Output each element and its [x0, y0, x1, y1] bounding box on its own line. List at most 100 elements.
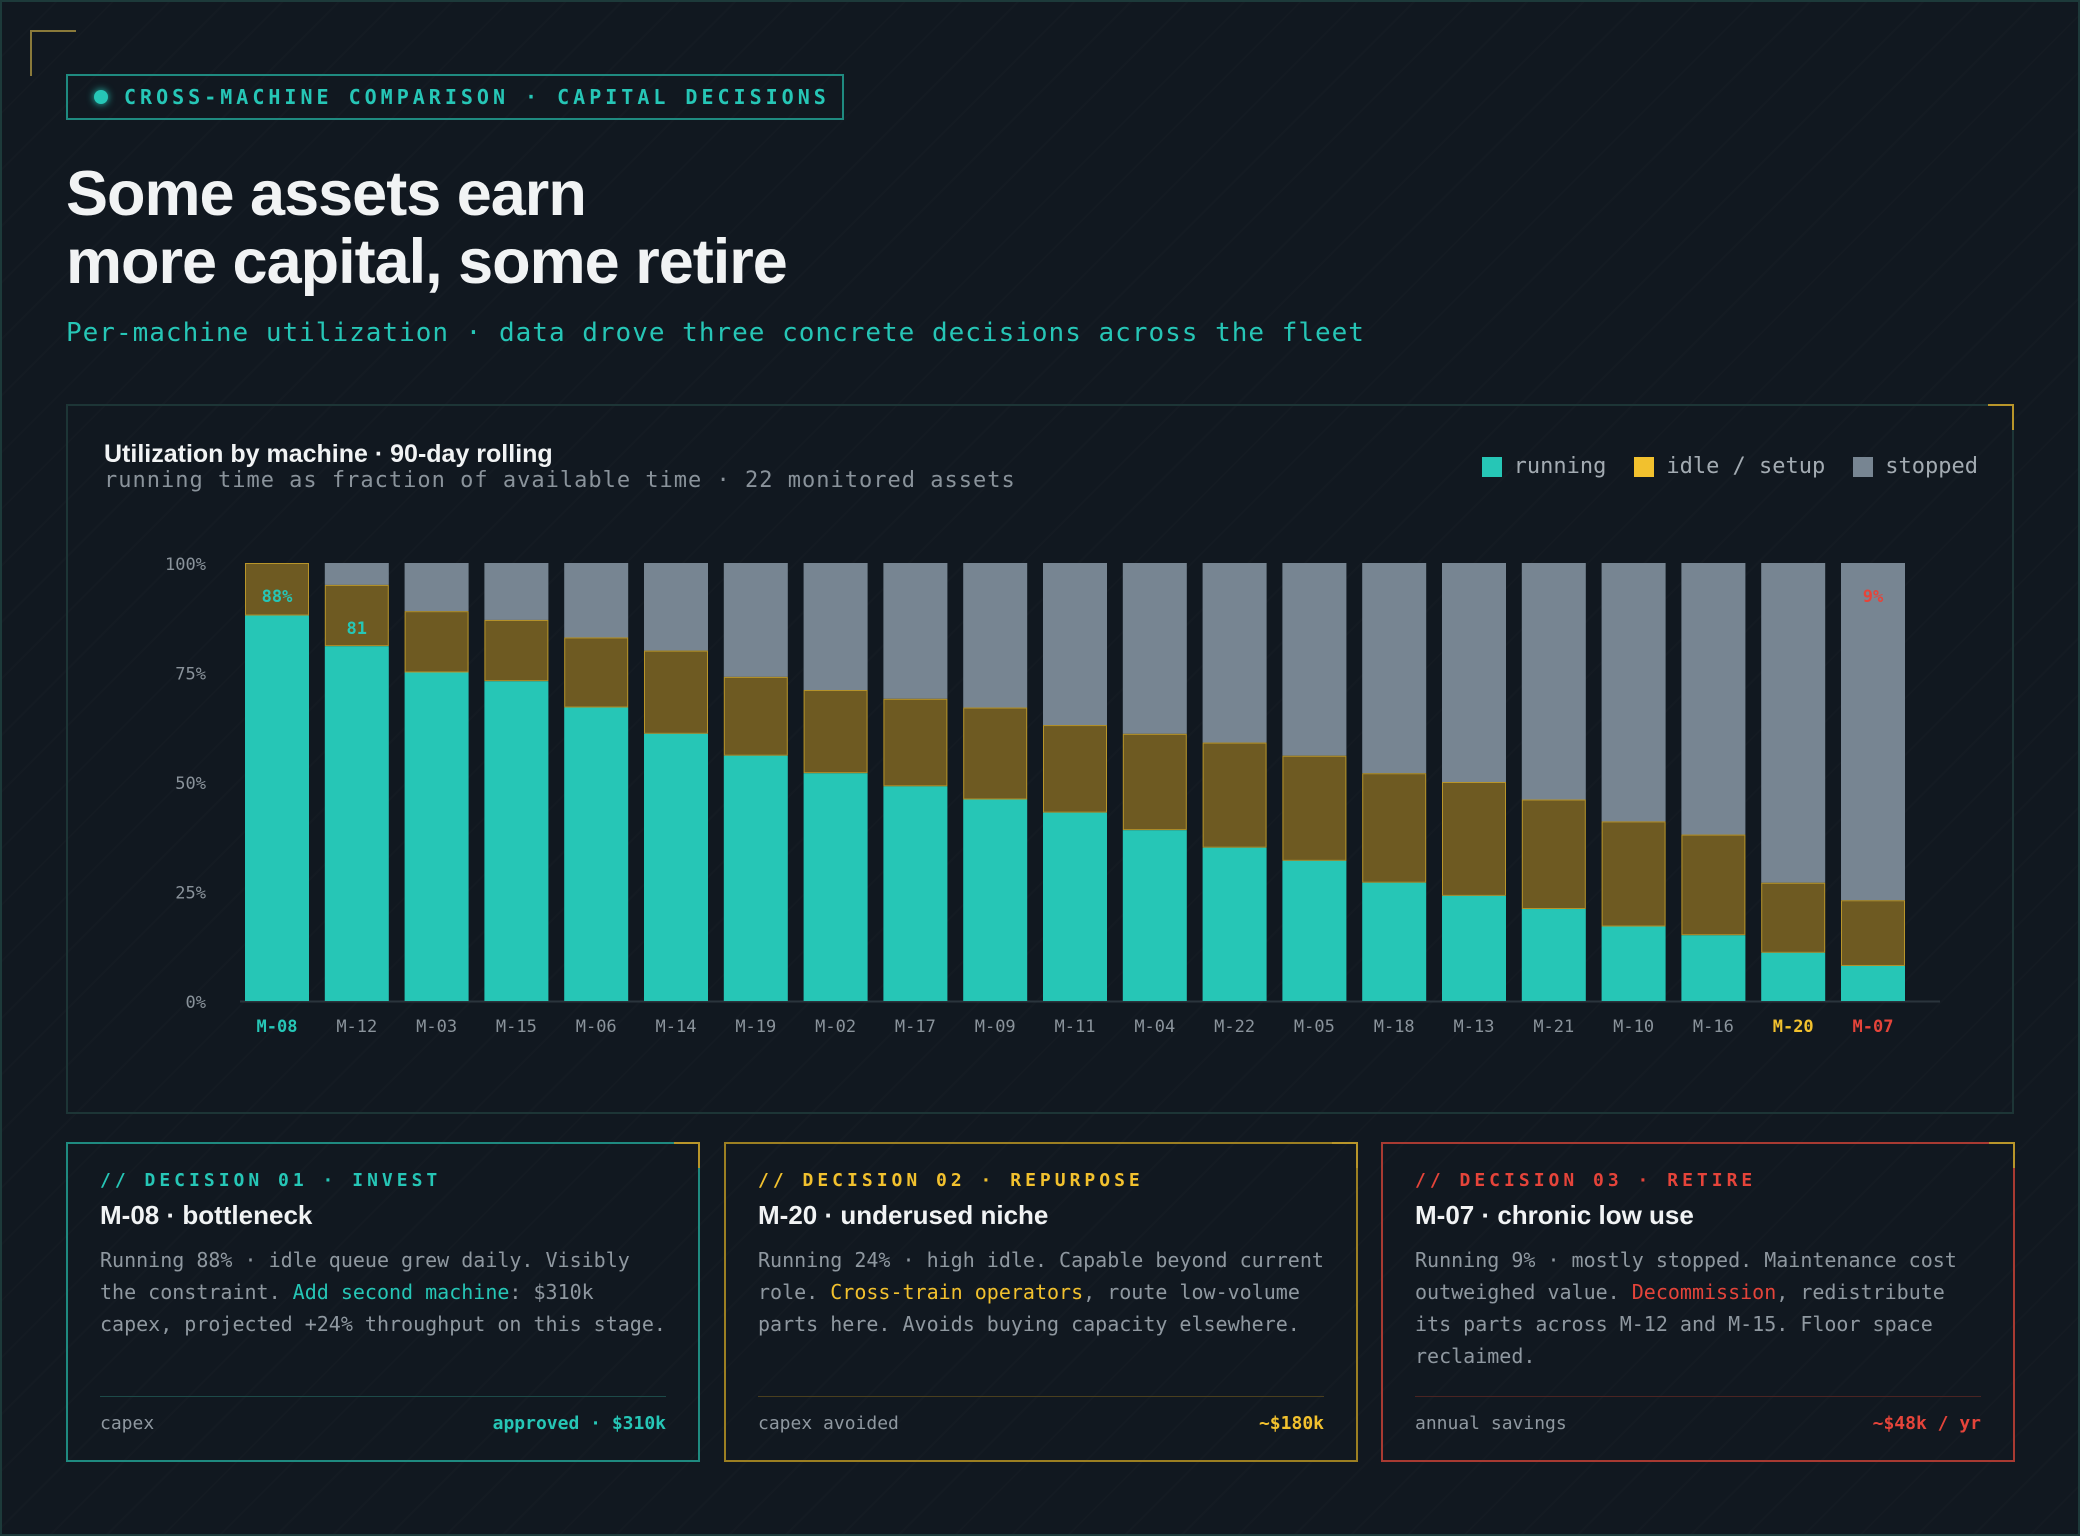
decision-card-retire: // DECISION 03 · RETIRE M-07 · chronic l…	[1381, 1142, 2015, 1462]
bar-segment-stopped	[1202, 563, 1267, 743]
bar-segment-running	[1282, 860, 1347, 1001]
x-tick-label: M-04	[1134, 1017, 1175, 1037]
bar-segment-stopped	[1601, 563, 1666, 822]
bar-segment-idle	[1282, 755, 1347, 861]
decision-action: Decommission	[1631, 1280, 1777, 1304]
decision-body-text: Running 24% · high idle. Capable beyond …	[758, 1248, 1324, 1304]
legend-label-running: running	[1513, 454, 1607, 479]
title-line-2: more capital, some retire	[66, 227, 788, 297]
footer-value: ~$48k / yr	[1872, 1413, 1981, 1434]
bar-segment-running	[1681, 935, 1746, 1001]
bar-segment-running	[1442, 895, 1506, 1001]
x-tick-label: M-02	[815, 1017, 856, 1037]
bar-segment-idle	[324, 584, 389, 647]
bar-segment-idle	[1601, 821, 1666, 927]
decision-body-text: , redistribute its parts across M-12 and…	[1415, 1280, 1945, 1368]
decision-body-text: , route low-volume parts here. Avoids bu…	[758, 1280, 1300, 1336]
x-tick-label: M-19	[735, 1017, 776, 1037]
bar-segment-running	[963, 799, 1028, 1001]
decision-tag: // DECISION 03 · RETIRE	[1415, 1170, 1757, 1191]
bar-segment-stopped	[644, 563, 708, 651]
legend-label-idle: idle / setup	[1666, 454, 1826, 479]
bar-segment-idle	[245, 563, 309, 616]
bar-segment-idle	[1202, 742, 1267, 848]
bar-segment-running	[803, 773, 868, 1001]
x-tick-label: M-03	[416, 1017, 457, 1037]
page-title: Some assets earn more capital, some reti…	[66, 159, 788, 297]
bar-data-label: 81	[347, 619, 367, 639]
bar-segment-idle	[564, 637, 629, 708]
bar-segment-idle	[484, 619, 549, 682]
x-tick-label: M-15	[496, 1017, 537, 1037]
chart-legend: running idle / setup stopped	[1481, 454, 1978, 479]
corner-decoration	[30, 30, 76, 76]
x-tick-label: M-11	[1055, 1017, 1096, 1037]
bar-segment-running	[324, 646, 389, 1001]
bar-segment-stopped	[1521, 563, 1586, 800]
x-tick-label: M-08	[257, 1017, 298, 1037]
chart-subtitle: running time as fraction of available ti…	[104, 468, 1016, 493]
decision-card-invest: // DECISION 01 · INVEST M-08 · bottlenec…	[66, 1142, 700, 1462]
decision-headline: M-08 · bottleneck	[100, 1200, 313, 1230]
bar-segment-running	[1761, 952, 1826, 1001]
bar-segment-stopped	[484, 563, 549, 620]
decision-action: Add second machine	[292, 1280, 510, 1304]
bar-segment-idle	[723, 676, 788, 756]
bar-segment-running	[1601, 926, 1666, 1001]
decision-body: Running 9% · mostly stopped. Maintenance…	[1415, 1244, 1981, 1372]
bar-segment-running	[1362, 882, 1427, 1001]
corner-decoration	[1989, 1142, 2015, 1168]
x-tick-label: M-17	[895, 1017, 936, 1037]
legend-item-running: running	[1481, 454, 1607, 479]
legend-item-idle: idle / setup	[1634, 454, 1825, 479]
bar-segment-stopped	[723, 563, 788, 677]
bar-segment-stopped	[1681, 563, 1746, 835]
legend-item-stopped: stopped	[1853, 454, 1978, 479]
bar-segment-idle	[1761, 882, 1826, 953]
section-kicker: CROSS-MACHINE COMPARISON · CAPITAL DECIS…	[66, 74, 844, 120]
bar-segment-idle	[1362, 773, 1427, 883]
y-tick-label: 50%	[175, 774, 206, 794]
bar-segment-idle	[1841, 900, 1905, 966]
x-tick-label: M-14	[656, 1017, 697, 1037]
chart-title: Utilization by machine · 90-day rolling	[104, 440, 553, 468]
page-subtitle: Per-machine utilization · data drove thr…	[66, 318, 1365, 348]
x-tick-label: M-05	[1294, 1017, 1335, 1037]
x-tick-label: M-13	[1454, 1017, 1495, 1037]
corner-decoration	[674, 1142, 700, 1168]
footer-label: capex avoided	[758, 1413, 899, 1434]
decision-footer: capex approved · $310k	[100, 1396, 666, 1434]
footer-value: ~$180k	[1258, 1413, 1324, 1434]
corner-decoration	[1332, 1142, 1358, 1168]
decision-tag: // DECISION 02 · REPURPOSE	[758, 1170, 1144, 1191]
decision-tag: // DECISION 01 · INVEST	[100, 1170, 442, 1191]
bar-segment-stopped	[324, 563, 389, 585]
utilization-bar-chart: 0% 25% 50% 75% 100% M-08 M-12 M-03 M-15 M-06 M-14 M…	[165, 555, 1940, 1037]
bar-segment-running	[723, 755, 788, 1001]
decision-headline: M-07 · chronic low use	[1415, 1200, 1694, 1230]
bar-segment-stopped	[963, 563, 1028, 708]
bar-segment-stopped	[404, 563, 469, 612]
bar-segment-running	[1122, 830, 1187, 1001]
bar-segment-running	[644, 733, 708, 1001]
decision-body: Running 88% · idle queue grew daily. Vis…	[100, 1244, 666, 1340]
bar-segment-running	[883, 786, 948, 1001]
chart-panel: Utilization by machine · 90-day rolling …	[66, 404, 2014, 1114]
legend-swatch-running	[1481, 456, 1502, 477]
bar-segment-idle	[404, 611, 469, 673]
decision-body-text: : $310k capex, projected +24% throughput…	[100, 1280, 666, 1336]
bar-segment-idle	[1122, 733, 1187, 831]
x-tick-label: M-22	[1214, 1017, 1255, 1037]
x-tick-label: M-18	[1374, 1017, 1415, 1037]
x-tick-label: M-12	[336, 1017, 377, 1037]
x-tick-label: M-10	[1613, 1017, 1654, 1037]
bar-segment-idle	[644, 650, 708, 734]
decision-action: Cross-train operators	[830, 1280, 1084, 1304]
legend-label-stopped: stopped	[1885, 454, 1978, 479]
bar-segment-running	[1521, 909, 1586, 1001]
title-line-1: Some assets earn	[66, 159, 587, 229]
y-tick-label: 75%	[175, 665, 206, 685]
bar-segment-idle	[1681, 834, 1746, 936]
bar-segment-stopped	[1761, 563, 1826, 883]
decision-card-repurpose: // DECISION 02 · REPURPOSE M-20 · underu…	[724, 1142, 1358, 1462]
